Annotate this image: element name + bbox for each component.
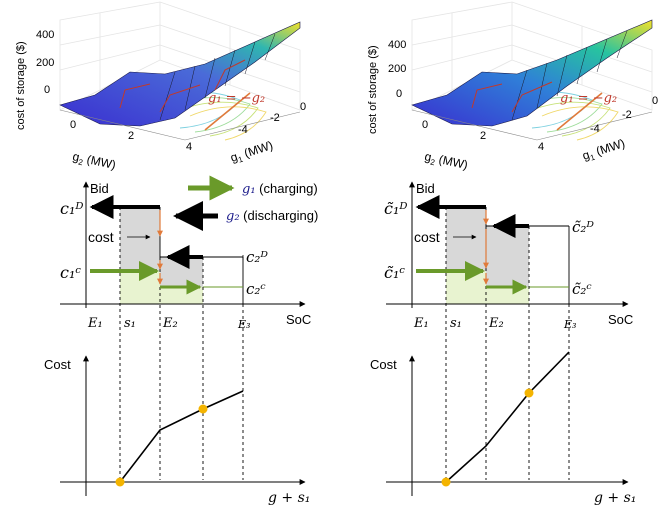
xtick-E1-right: E₁ bbox=[413, 316, 429, 331]
cost-dot-right-1 bbox=[441, 477, 451, 487]
surface-ylabel-right: g1 (MW) bbox=[581, 136, 628, 165]
surface-ztick-left: 200 bbox=[36, 57, 54, 69]
gray-fill-right-2 bbox=[486, 226, 529, 287]
surface-ytick-left: -2 bbox=[270, 112, 280, 124]
diagonal-line-left bbox=[204, 92, 251, 131]
surface-ytick-left: 0 bbox=[300, 101, 306, 113]
c2d-label-right: c̃₂ᴰ bbox=[572, 218, 594, 236]
surface-ztick-right: 200 bbox=[388, 63, 406, 75]
cost-ylabel-left: Cost bbox=[44, 357, 71, 372]
cost-line-left bbox=[119, 390, 244, 483]
green-fill-left-1 bbox=[120, 271, 160, 304]
cost-dot-left-2 bbox=[198, 404, 208, 414]
bid-ylabel-left: Bid bbox=[90, 181, 109, 196]
gray-fill-left-2 bbox=[160, 257, 203, 287]
surface-xlabel-left: g2 (MW) bbox=[71, 149, 117, 174]
surface-ztick-left: 0 bbox=[44, 84, 50, 96]
legend: g₁ (charging) g₂ (discharging) bbox=[173, 175, 318, 231]
green-fill-left-2 bbox=[160, 287, 203, 304]
gray-fill-left-1 bbox=[120, 207, 160, 271]
surface-ytick-right: -4 bbox=[590, 123, 600, 135]
surface-annotation-left: g₁ = −g₂ bbox=[208, 91, 265, 106]
surface-xtick-right: 4 bbox=[538, 141, 544, 153]
c2d-label-left: c₂ᴰ bbox=[246, 248, 268, 266]
surface-xtick-right: 2 bbox=[480, 130, 486, 142]
legend-charging-label: g₁ (charging) bbox=[242, 181, 318, 197]
bid-xlabel-left: SoC bbox=[286, 312, 311, 327]
bid-xlabel-right: SoC bbox=[608, 312, 633, 327]
surface-annotation-right: g₁ = −g₂ bbox=[560, 91, 617, 106]
legend-discharging-label: g₂ (discharging) bbox=[226, 208, 318, 224]
c1d-label-right: c̃₁ᴰ bbox=[384, 199, 407, 218]
surface-zlabel-left: cost of storage ($) bbox=[15, 41, 27, 130]
surface-ylabel-left: g1 (MW) bbox=[229, 138, 276, 167]
surface-xlabel-right: g2 (MW) bbox=[423, 149, 469, 174]
surface-ztick-right: 0 bbox=[396, 88, 402, 100]
cost-curve-right: Cost g + s₁ bbox=[370, 351, 636, 506]
bid-ylabel-right: Bid bbox=[416, 181, 435, 196]
surface-ztick-right: 400 bbox=[388, 39, 406, 51]
cost-surface-left bbox=[59, 21, 301, 127]
surface-xtick-right: 0 bbox=[422, 119, 428, 131]
diagonal-line-right bbox=[556, 92, 603, 131]
xtick-s1-left: s₁ bbox=[124, 316, 136, 331]
green-fill-right-1 bbox=[446, 271, 486, 304]
xtick-E3-right: E₃ bbox=[563, 318, 576, 331]
cost-curve-left: Cost g + s₁ bbox=[44, 355, 310, 506]
surface-plot-right: 400 200 0 cost of storage ($) 0 2 4 g2 (… bbox=[367, 1, 658, 174]
c1d-label-left: c₁ᴰ bbox=[60, 199, 83, 218]
cost-xlabel-right: g + s₁ bbox=[594, 490, 636, 506]
surface-xtick-left: 4 bbox=[186, 141, 192, 153]
cost-line-right bbox=[445, 351, 570, 483]
surface-mesh-right bbox=[511, 30, 628, 121]
bid-diagram-right: Bid SoC cost c̃₁ᴰ c̃₁ᶜ c̃₂ᴰ c̃₂ᶜ E₁ s₁ E… bbox=[384, 181, 633, 480]
cost-xlabel-left: g + s₁ bbox=[268, 490, 310, 506]
cost-ylabel-right: Cost bbox=[370, 357, 397, 372]
cost-surface-right bbox=[411, 19, 653, 127]
surface-mesh-left bbox=[159, 33, 276, 121]
c1c-label-right: c̃₁ᶜ bbox=[384, 263, 405, 282]
surface-zlabel-right: cost of storage ($) bbox=[367, 45, 379, 134]
xtick-E3-left: E₃ bbox=[237, 318, 250, 331]
surface-contours-red-right bbox=[471, 81, 553, 113]
surface-xtick-left: 0 bbox=[70, 119, 76, 131]
surface-plot-left: 400 200 0 cost of storage ($) 0 2 4 g2 (… bbox=[15, 1, 306, 174]
surface-ytick-left: -4 bbox=[238, 124, 248, 136]
c2c-label-right: c̃₂ᶜ bbox=[572, 280, 592, 298]
green-fill-right-2 bbox=[486, 287, 529, 304]
surface-ztick-left: 400 bbox=[36, 29, 54, 41]
xtick-s1-right: s₁ bbox=[450, 316, 462, 331]
xtick-E1-left: E₁ bbox=[87, 316, 103, 331]
surface-ytick-right: -2 bbox=[622, 109, 632, 121]
cost-dot-left-1 bbox=[115, 477, 125, 487]
c2c-label-left: c₂ᶜ bbox=[246, 280, 266, 298]
xtick-E2-left: E₂ bbox=[162, 316, 178, 331]
cost-label-right: cost bbox=[414, 229, 440, 245]
cost-dot-right-2 bbox=[524, 388, 534, 398]
xtick-E2-right: E₂ bbox=[488, 316, 504, 331]
bid-diagram-left: Bid SoC cost c₁ᴰ c₁ᶜ c₂ᴰ c₂ᶜ E₁ s₁ E₂ E₃ bbox=[60, 181, 311, 480]
surface-contours-red-left bbox=[119, 59, 246, 113]
gray-fill-right-1 bbox=[446, 207, 486, 271]
surface-xtick-left: 2 bbox=[128, 130, 134, 142]
surface-ytick-right: 0 bbox=[652, 95, 658, 107]
c1c-label-left: c₁ᶜ bbox=[60, 263, 81, 282]
cost-label-left: cost bbox=[88, 229, 114, 245]
